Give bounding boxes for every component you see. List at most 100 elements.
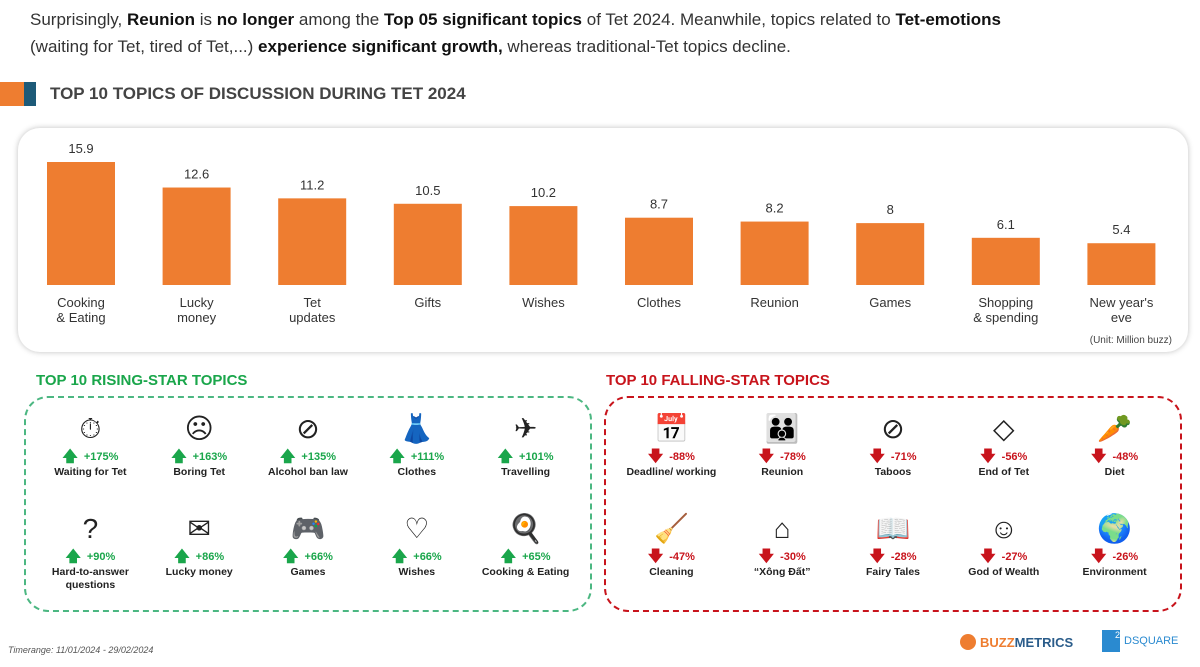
intro-part: whereas traditional-Tet topics decline. <box>502 37 791 56</box>
topic-label: Waiting for Tet <box>54 466 127 478</box>
open-book-icon: 📖 <box>875 513 911 544</box>
arrow-down-icon: 🡇 <box>758 448 775 465</box>
percent-change: -47% <box>669 550 695 563</box>
rising-panel: ⏱ 🡅 +175% Waiting for Tet ☹ 🡅 +163% Boring … <box>24 396 592 612</box>
unit-label: (Unit: Million buzz) <box>1089 335 1172 346</box>
topic-label: Alcohol ban law <box>268 466 348 478</box>
bar <box>1087 243 1156 285</box>
percent-change: +101% <box>519 450 554 463</box>
buzzmetrics-logo: BUZZ METRICS <box>960 634 1073 650</box>
change: 🡇 -71% <box>869 448 917 465</box>
change: 🡅 +65% <box>500 548 551 565</box>
change: 🡇 -88% <box>648 449 695 464</box>
rising-title: TOP 10 RISING-STAR TOPICS <box>36 372 248 389</box>
topic-item: ✈ 🡅 +101% Travelling <box>471 404 580 504</box>
topic-label: Cleaning <box>649 566 694 578</box>
topic-label: Cooking & Eating <box>481 566 570 578</box>
change: 🡇 -28% <box>869 549 916 564</box>
arrow-up-icon: 🡅 <box>500 548 517 565</box>
timerange: Timerange: 11/01/2024 - 29/02/2024 <box>8 645 154 655</box>
luggage-plane-icon: ✈ <box>513 413 538 444</box>
topic-label: Diet <box>1104 466 1125 478</box>
topic-label: Wishes <box>398 566 436 578</box>
intro-part: Surprisingly, <box>30 10 127 29</box>
data-label: 8 <box>887 202 894 217</box>
change: 🡅 +86% <box>174 548 224 565</box>
red-envelope-icon: ✉ <box>187 513 211 544</box>
wok-icon: 🍳 <box>508 513 544 544</box>
arrow-up-icon: 🡅 <box>391 548 408 565</box>
percent-change: -56% <box>1001 450 1028 463</box>
change: 🡇 -30% <box>759 549 806 564</box>
arrow-up-icon: 🡅 <box>389 448 405 465</box>
change: 🡅 +101% <box>497 448 554 465</box>
topic-item: ? 🡅 +90% Hard-to-answer questions <box>36 504 145 604</box>
category-label-line: Reunion <box>750 295 798 310</box>
topic-item: 🍳 🡅 +65% Cooking & Eating <box>471 504 580 604</box>
intro-bold: Reunion <box>127 10 195 29</box>
god-of-wealth-icon: ☺ <box>989 513 1019 544</box>
category-label: Reunion <box>750 295 798 310</box>
percent-change: +163% <box>192 450 228 463</box>
topic-item: ☹ 🡅 +163% Boring Tet <box>145 404 254 504</box>
topic-item: ⊘ 🡇 -71% Taboos <box>838 404 949 504</box>
change: 🡇 -78% <box>758 448 806 465</box>
intro-text: Surprisingly, Reunion is no longer among… <box>30 6 1200 60</box>
bar <box>278 198 347 285</box>
topic-label: End of Tet <box>978 466 1030 478</box>
logo-text: DSQUARE <box>1124 635 1179 647</box>
chart-title: TOP 10 TOPICS OF DISCUSSION DURING TET 2… <box>50 84 466 103</box>
data-label: 8.7 <box>650 197 668 212</box>
topic-item: 🧹 🡇 -47% Cleaning <box>616 504 727 604</box>
data-label: 8.2 <box>766 201 784 216</box>
category-label-line: & Eating <box>56 310 105 325</box>
topic-item: ⏱ 🡅 +175% Waiting for Tet <box>36 404 145 504</box>
percent-change: +66% <box>304 550 333 563</box>
topic-item: 📖 🡇 -28% Fairy Tales <box>838 504 949 604</box>
percent-change: -71% <box>890 450 917 463</box>
accent-bar <box>0 82 24 106</box>
broom-bucket-icon: 🧹 <box>653 513 689 544</box>
percent-change: +111% <box>410 450 445 463</box>
bar <box>625 217 693 285</box>
chart-panel: 15.9 Cooking & Eating 12.6 Lucky money 11.2 Tet… <box>18 128 1188 352</box>
category-label-line: updates <box>289 310 336 325</box>
bar <box>393 203 462 285</box>
no-alcohol-icon: ⊘ <box>296 413 320 444</box>
intro-part: is <box>195 10 217 29</box>
topic-label: Deadline/ working <box>626 466 717 478</box>
change: 🡅 +111% <box>389 448 445 465</box>
change: 🡅 +163% <box>171 449 228 464</box>
category-label-line: eve <box>1111 310 1132 325</box>
heart-bubble-icon: ♡ <box>404 513 430 544</box>
topic-item: ♡ 🡅 +66% Wishes <box>362 504 471 604</box>
arrow-up-icon: 🡅 <box>280 448 296 465</box>
gamepad-icon: 🎮 <box>290 513 326 544</box>
bar <box>162 187 231 285</box>
percent-change: +90% <box>86 550 116 563</box>
percent-change: +135% <box>301 450 336 463</box>
bar <box>740 221 809 285</box>
intro-bold: no longer <box>216 10 295 29</box>
topic-item: ✉ 🡅 +86% Lucky money <box>145 504 254 604</box>
category-label-line: & spending <box>973 310 1038 325</box>
data-label: 10.2 <box>531 185 556 200</box>
arrow-down-icon: 🡇 <box>980 548 996 565</box>
arrow-up-icon: 🡅 <box>174 548 190 565</box>
change: 🡅 +66% <box>283 549 333 564</box>
category-label-line: Gifts <box>414 295 441 310</box>
arrow-up-icon: 🡅 <box>497 448 514 465</box>
arrow-up-icon: 🡅 <box>65 548 81 565</box>
topic-item: ⊘ 🡅 +135% Alcohol ban law <box>254 404 363 504</box>
topic-label: Boring Tet <box>173 466 226 478</box>
topic-item: 👗 🡅 +111% Clothes <box>362 404 471 504</box>
arrow-down-icon: 🡇 <box>869 448 885 465</box>
topic-item: ◇ 🡇 -56% End of Tet <box>948 404 1059 504</box>
accent-bar <box>24 82 36 106</box>
intro-part: among the <box>294 10 384 29</box>
calendar-clock-icon: 📅 <box>653 413 689 444</box>
topic-item: 🌍 🡇 -26% Environment <box>1059 504 1170 604</box>
category-label: Tet updates <box>289 295 336 325</box>
intro-bold: Tet-emotions <box>895 10 1001 29</box>
topic-label: Environment <box>1082 566 1147 578</box>
